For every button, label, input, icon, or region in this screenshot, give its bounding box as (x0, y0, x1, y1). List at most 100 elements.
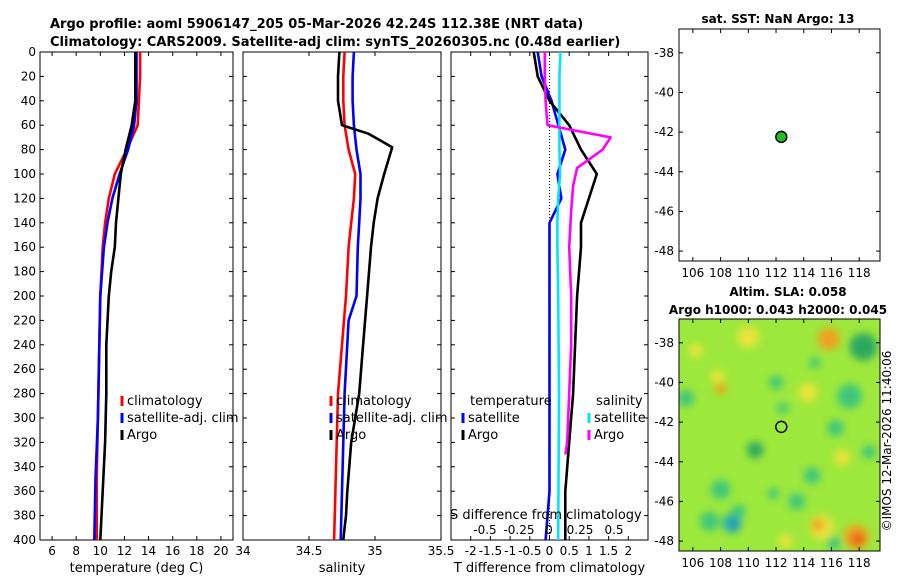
heat-blob (710, 369, 725, 384)
depth-tick-label: 100 (13, 167, 36, 181)
sst_map-lat-label: -44 (654, 165, 674, 179)
diff-s-tick-label: -0.25 (503, 523, 534, 537)
heat-blob (769, 375, 783, 390)
sst_map-panel: 106 108 110 112 114 116 118 -38 -40 -42 -44 -46 -48 (654, 28, 881, 280)
depth-tick-label: 80 (21, 143, 36, 157)
diff-legend-left-title: temperature (470, 394, 552, 409)
imos-credit: ©IMOS 12-Mar-2026 11:40:06 (880, 351, 894, 532)
difference-xtick-label: 1.5 (599, 544, 618, 558)
heat-blob (809, 357, 821, 369)
sst_map-lon-label: 112 (765, 266, 788, 280)
depth-tick-label: 20 (21, 69, 36, 83)
argo-float-marker (775, 420, 788, 434)
sst_map-axes-box (678, 28, 881, 262)
temperature-xtick-label: 18 (189, 544, 204, 558)
depth-tick-label: 40 (21, 94, 36, 108)
diff-s-sat-legend-label: satellite (594, 411, 646, 426)
depth-tick-label: 200 (13, 289, 36, 303)
heat-blob (688, 343, 703, 358)
altimetry_map-lat-label: -38 (654, 336, 674, 350)
sst_map-lon-label: 106 (681, 266, 704, 280)
sst_map-lat-label: -42 (654, 125, 674, 139)
heat-blob (861, 444, 876, 459)
heat-blob (811, 518, 824, 532)
heat-blob (834, 449, 851, 467)
difference-xtick-label: 0.5 (560, 544, 579, 558)
difference-xtick-label: -1 (504, 544, 516, 558)
depth-tick-label: 120 (13, 191, 36, 205)
salinity-xtick-label: 35.5 (428, 544, 455, 558)
heat-blob (851, 532, 865, 546)
diff-t-sat-legend-label: satellite (468, 411, 520, 426)
temperature-xtick-label: 10 (93, 544, 108, 558)
heat-blob (679, 390, 695, 407)
sst_map-lon-label: 116 (820, 266, 843, 280)
difference-xtick-label: 1 (585, 544, 593, 558)
altimetry_map-lon-label: 108 (709, 556, 732, 570)
depth-tick-label: 280 (13, 387, 36, 401)
heat-blob (737, 325, 760, 348)
salinity-1-legend-label: satellite-adj. clim (336, 411, 448, 426)
heat-blob (849, 332, 878, 361)
temperature-xtick-label: 6 (48, 544, 56, 558)
diff-s-argo-legend-label: Argo (594, 428, 624, 443)
salinity-series-satellite-adj-clim (339, 51, 362, 541)
altimetry_map-lon-label: 110 (737, 556, 760, 570)
difference-panel: -2 -1.5 -1 -0.5 0 0.5 1 1.5 2T difference from c… (450, 51, 649, 576)
figure-title-line1: Argo profile: aoml 5906147_205 05-Mar-20… (50, 17, 583, 32)
argo-float-marker (775, 130, 788, 144)
heat-blob (728, 519, 740, 531)
difference-xlabel: T difference from climatology (453, 561, 646, 576)
depth-tick-label: 320 (13, 435, 36, 449)
sst_map-background (679, 29, 880, 261)
temperature-series-satellite-adj-clim (93, 52, 138, 541)
heat-blob (817, 327, 840, 350)
depth-tick-label: 220 (13, 313, 36, 327)
heat-blob (827, 536, 842, 550)
difference-series-s-argo (543, 52, 612, 455)
salinity-xlabel: salinity (319, 561, 366, 576)
depth-tick-label: 340 (13, 460, 36, 474)
altimetry_map-lon-label: 118 (848, 556, 871, 570)
difference-xtick-label: 2 (624, 544, 632, 558)
depth-tick-label: 240 (13, 338, 36, 352)
sst_map-lat-label: -46 (654, 204, 674, 218)
depth-tick-label: 260 (13, 362, 36, 376)
sst_map-lon-label: 108 (709, 266, 732, 280)
heat-blob (798, 382, 818, 403)
difference-series-t-satellite (536, 51, 567, 541)
temperature-xtick-label: 12 (117, 544, 132, 558)
diff-s-tick-label: 0.25 (567, 523, 594, 537)
heat-blob (827, 419, 844, 437)
sst_map-lon-label: 118 (848, 266, 871, 280)
heat-blob (715, 382, 727, 394)
diff-s-axis-label: S difference from climatology (450, 508, 642, 523)
heat-blob (710, 479, 731, 500)
altimetry_map-lat-label: -44 (654, 455, 674, 469)
figure-title-line2: Climatology: CARS2009. Satellite-adj cli… (50, 35, 620, 50)
salinity-2-legend-label: Argo (336, 428, 366, 443)
altimetry_map-lat-label: -46 (654, 494, 674, 508)
temperature-1-legend-label: satellite-adj. clim (127, 411, 239, 426)
depth-tick-label: 300 (13, 411, 36, 425)
temperature-0-legend-label: climatology (127, 394, 203, 409)
diff-legend-right-title: salinity (596, 394, 643, 409)
depth-tick-label: 180 (13, 265, 36, 279)
difference-xtick-label: -1.5 (479, 544, 502, 558)
depth-tick-label: 380 (13, 509, 36, 523)
altimetry_map-lon-label: 114 (792, 556, 815, 570)
heat-blob (788, 493, 806, 510)
salinity-xtick-label: 34.5 (296, 544, 323, 558)
salinity-xtick-label: 34 (235, 544, 250, 558)
heat-blob (837, 383, 862, 409)
sst_map-lat-label: -38 (654, 46, 674, 60)
heat-blob (746, 441, 764, 459)
sst_map-lon-label: 110 (737, 266, 760, 280)
salinity-0-legend-label: climatology (336, 394, 412, 409)
altimetry_map-axes-box (678, 318, 881, 552)
diff-s-tick-label: 0 (545, 523, 553, 537)
temperature-xtick-label: 14 (141, 544, 156, 558)
sst-map-title: sat. SST: NaN Argo: 13 (701, 12, 854, 26)
altimetry_map-lat-label: -48 (654, 534, 674, 548)
